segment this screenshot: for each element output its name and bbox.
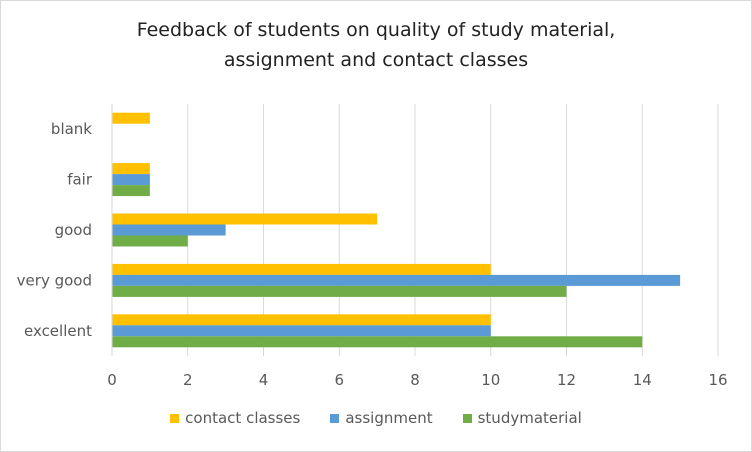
y-tick-label-blank: blank [51,120,92,138]
x-tick-label-8: 8 [410,371,420,389]
bar-assignment-excellent [112,325,491,337]
bar-studymaterial-very-good [112,285,567,297]
legend-label-contact-classes: contact classes [185,409,301,427]
bar-assignment-fair [112,174,150,186]
bar-studymaterial-good [112,235,188,247]
chart-title-line-2: assignment and contact classes [223,49,529,71]
bar-studymaterial-excellent [112,336,643,348]
chart-legend: contact classes assignment studymaterial [1,409,751,427]
bar-assignment-very-good [112,274,681,286]
bar-contact-classes-fair [112,163,150,175]
legend-label-studymaterial: studymaterial [477,409,582,427]
legend-label-assignment: assignment [345,409,433,427]
bar-studymaterial-fair [112,185,150,197]
bar-contact-classes-good [112,213,378,225]
bar-assignment-good [112,224,226,236]
y-tick-label-good: good [55,221,92,239]
y-tick-label-fair: fair [67,171,93,189]
chart-title-line-1: Feedback of students on quality of study… [136,19,616,41]
x-tick-label-6: 6 [334,371,344,389]
legend-item-assignment: assignment [330,409,433,427]
chart-title: Feedback of students on quality of study… [1,15,751,75]
x-tick-label-12: 12 [557,371,576,389]
x-tick-label-4: 4 [259,371,269,389]
y-tick-label-very-good: very good [17,271,92,289]
legend-swatch-assignment [330,413,340,423]
legend-item-studymaterial: studymaterial [462,409,582,427]
bar-contact-classes-blank [112,112,150,124]
x-tick-label-2: 2 [183,371,193,389]
bar-contact-classes-very-good [112,263,491,275]
legend-swatch-contact-classes [170,413,180,423]
y-tick-label-excellent: excellent [24,322,92,340]
x-tick-label-0: 0 [107,371,117,389]
bar-contact-classes-excellent [112,314,491,326]
x-tick-label-10: 10 [481,371,500,389]
legend-item-contact-classes: contact classes [170,409,300,427]
legend-swatch-studymaterial [462,413,472,423]
x-tick-label-16: 16 [708,371,727,389]
x-tick-label-14: 14 [633,371,652,389]
